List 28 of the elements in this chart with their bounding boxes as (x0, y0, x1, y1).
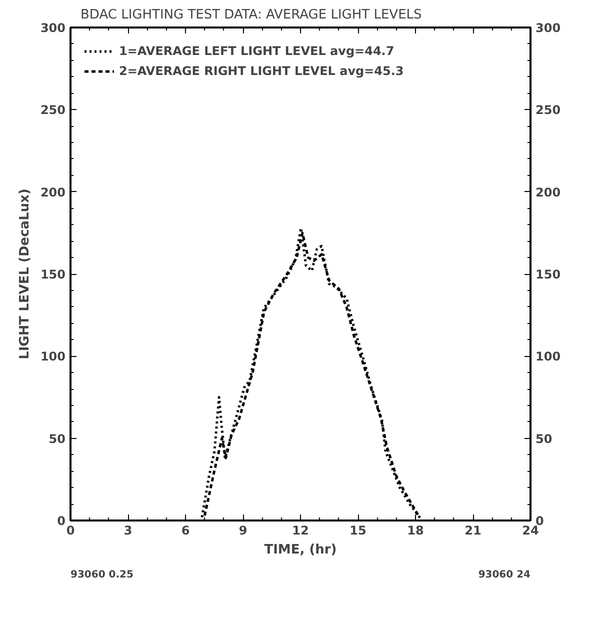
x-tick-label: 21 (464, 524, 482, 538)
x-tick-label: 18 (407, 524, 424, 538)
y-tick-label: 0 (57, 514, 66, 528)
text: 93060 24 (478, 570, 531, 580)
y2-tick-label: 200 (536, 185, 561, 200)
legend-label: 1=AVERAGE LEFT LIGHT LEVEL avg=44.7 (119, 44, 394, 58)
y-tick-label: 300 (40, 21, 66, 35)
chart-title: BDAC LIGHTING TEST DATA: AVERAGE LIGHT LEVELS (80, 8, 422, 22)
y-tick-label: 50 (48, 432, 66, 446)
x-axis-title: TIME, (hr) (264, 542, 337, 558)
x-tick-label: 6 (181, 524, 190, 538)
y-tick-label: 150 (40, 268, 66, 282)
y2-tick-label: 100 (536, 350, 561, 364)
x-tick-label: 9 (238, 524, 248, 538)
y2-tick-label: 150 (536, 268, 561, 282)
x-tick-label: 0 (66, 524, 75, 538)
text: 93060 0.25 (70, 570, 134, 580)
y2-tick-label: 250 (536, 103, 561, 118)
x-tick-label: 12 (292, 524, 309, 538)
y-tick-label: 100 (40, 350, 66, 364)
y2-tick-label: 50 (536, 432, 552, 446)
y-tick-label: 250 (40, 103, 66, 118)
x-tick-label: 15 (350, 524, 366, 538)
y2-tick-label: 300 (536, 21, 561, 35)
y-tick-label: 200 (40, 185, 66, 200)
y-axis-title: LIGHT LEVEL (DecaLux) (17, 188, 32, 360)
legend-label: 2=AVERAGE RIGHT LIGHT LEVEL avg=45.3 (119, 64, 404, 78)
x-tick-label: 3 (124, 524, 132, 538)
